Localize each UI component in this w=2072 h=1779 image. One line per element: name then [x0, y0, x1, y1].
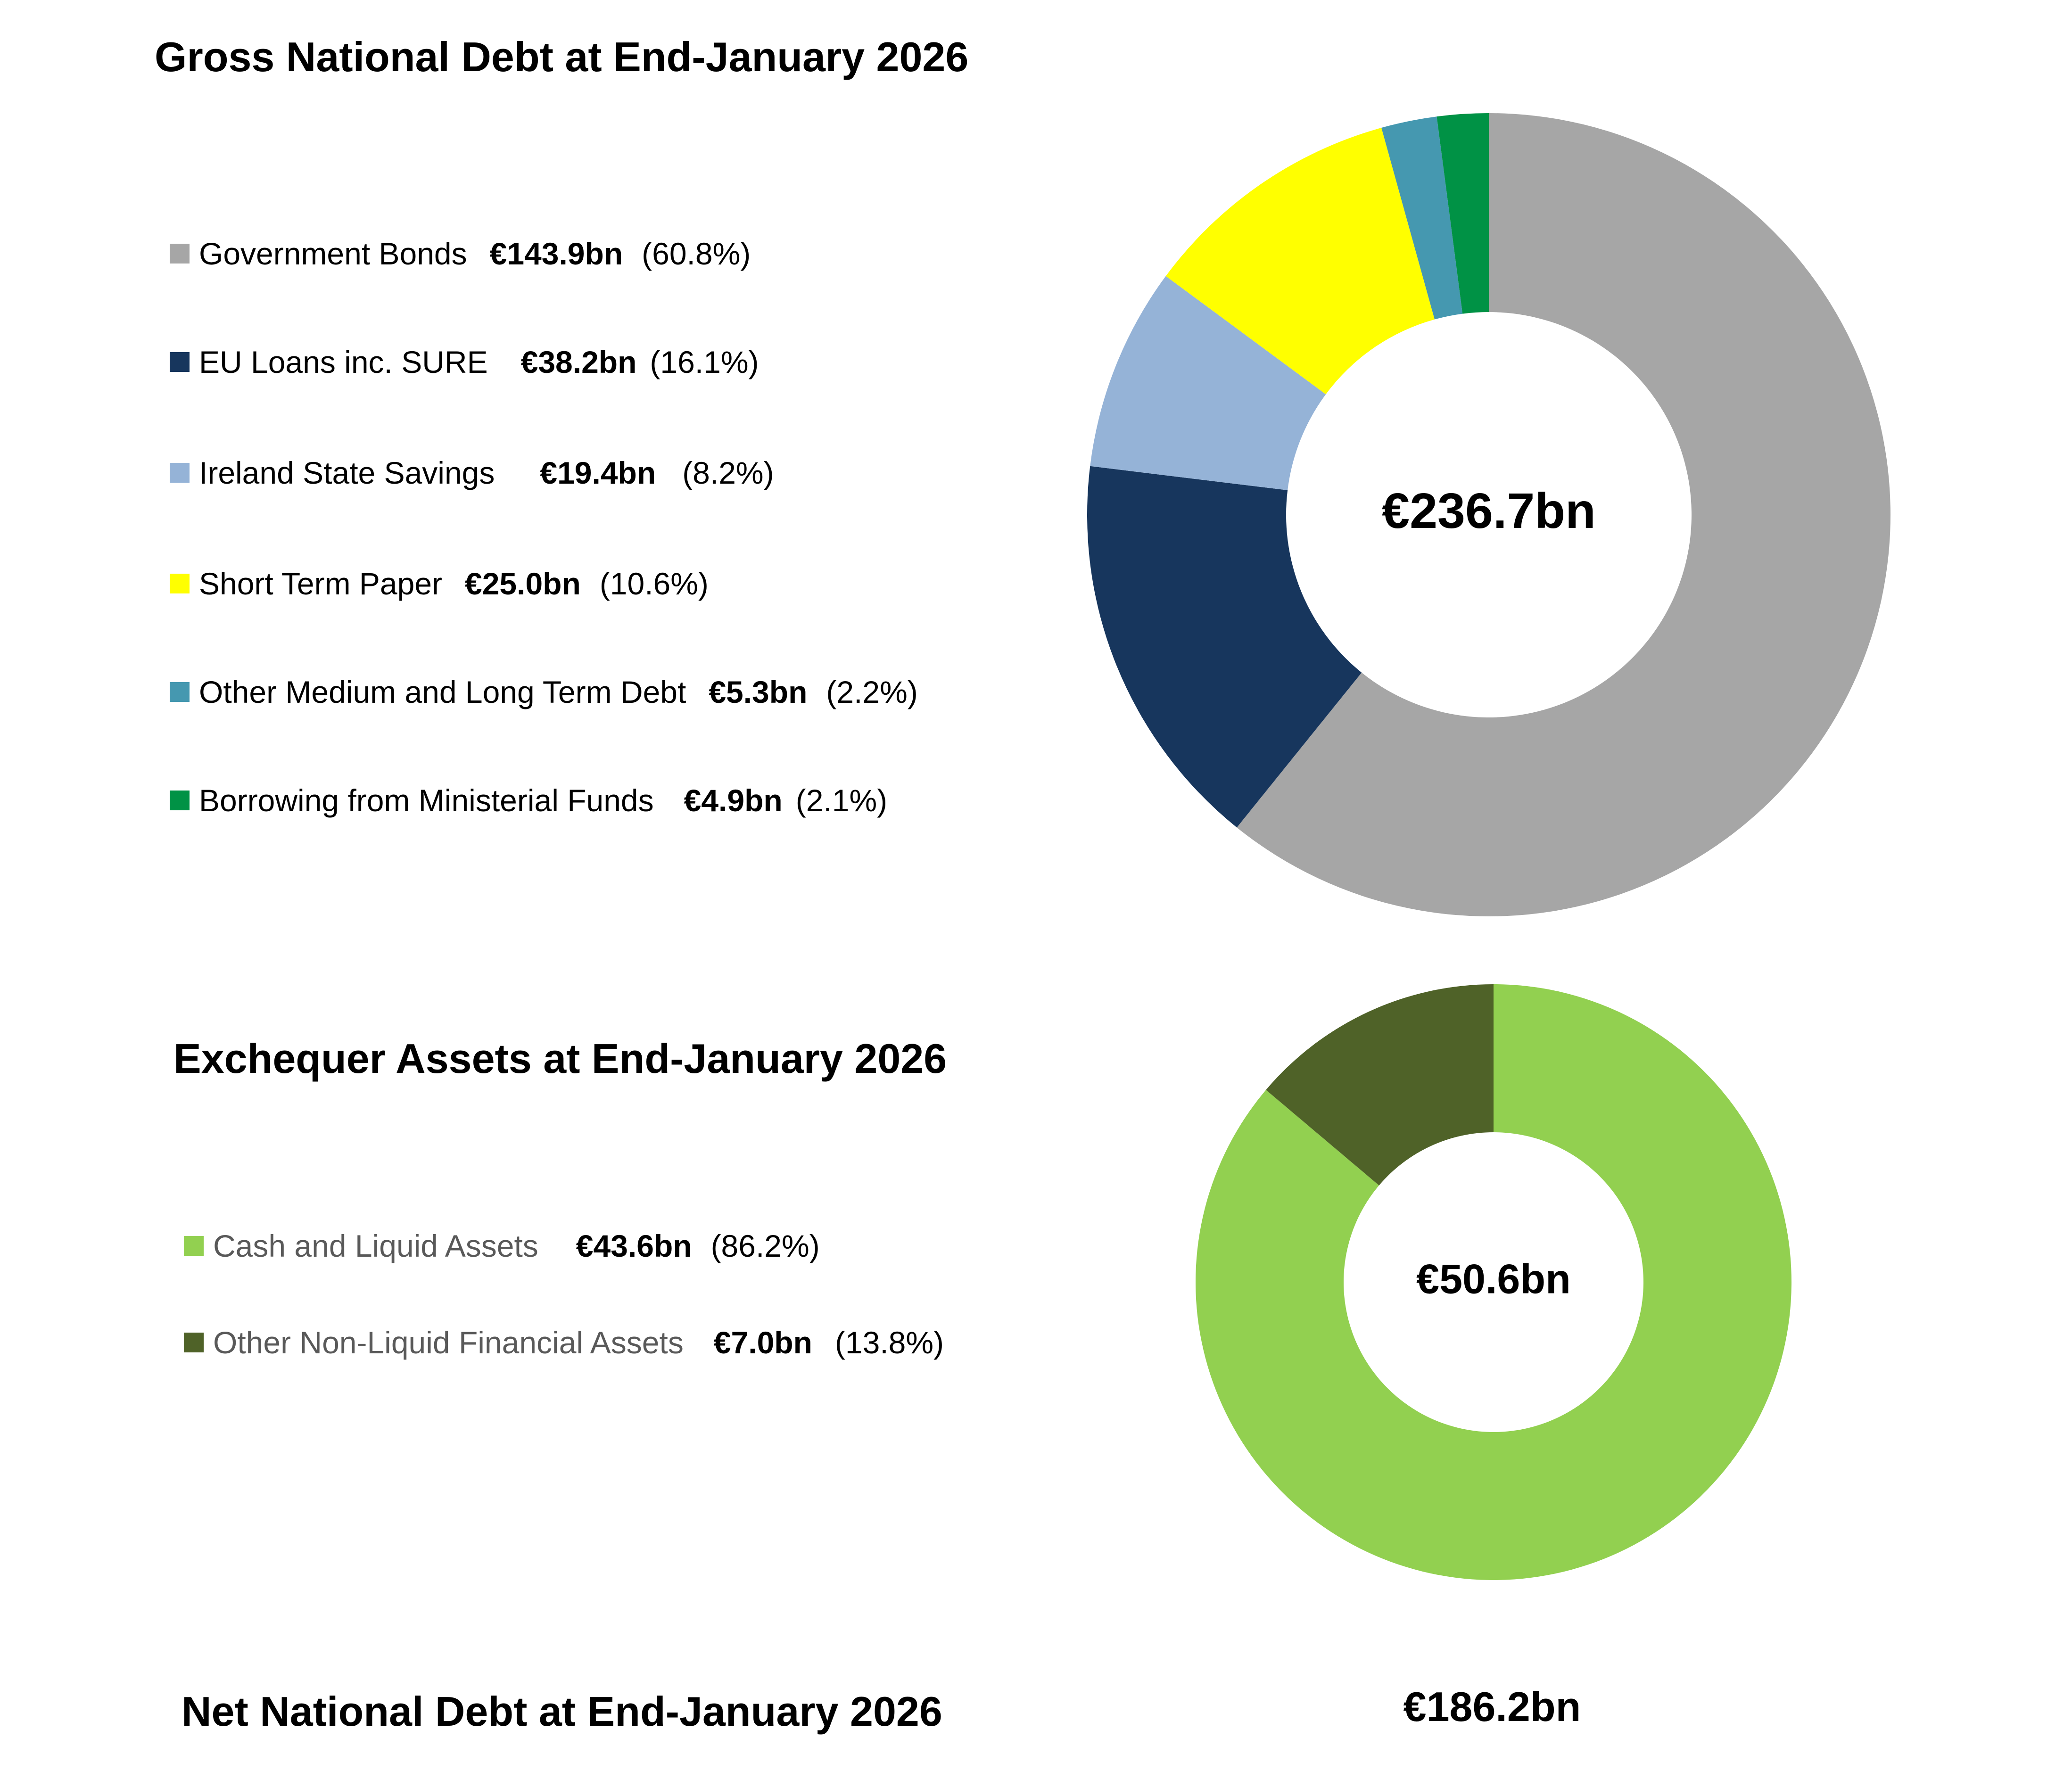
pie-slice	[1196, 984, 1792, 1580]
pie-slice	[1237, 113, 1890, 916]
legend-label: Other Medium and Long Term Debt	[199, 675, 686, 709]
pie-slice	[1436, 113, 1489, 314]
legend-item: Other Non-Liquid Financial Assets €7.0bn…	[184, 1325, 944, 1360]
legend-item: Short Term Paper €25.0bn (10.6%)	[170, 566, 709, 601]
legend-value: €4.9bn	[684, 783, 783, 818]
legend-pct: (60.8%)	[642, 236, 751, 271]
pie-slice	[1090, 276, 1326, 490]
legend-item: Ireland State Savings €19.4bn (8.2%)	[170, 455, 774, 491]
net-debt-title: Net National Debt at End-January 2026	[182, 1688, 942, 1735]
legend-pct: (86.2%)	[710, 1228, 820, 1263]
legend-swatch	[170, 791, 190, 810]
pie-slice	[1381, 116, 1463, 320]
pie-slice	[1165, 128, 1435, 395]
legend-value: €5.3bn	[709, 675, 808, 709]
pie-slice	[1266, 984, 1494, 1186]
legend-label: Ireland State Savings	[199, 455, 495, 490]
legend-swatch	[170, 244, 190, 264]
legend-pct: (10.6%)	[599, 566, 709, 601]
legend-label: Government Bonds	[199, 236, 467, 271]
pie-slice	[1087, 466, 1362, 828]
legend-swatch	[170, 352, 190, 372]
legend-pct: (8.2%)	[682, 455, 774, 490]
legend-swatch	[170, 682, 190, 702]
legend-label: Other Non-Liquid Financial Assets	[213, 1325, 684, 1360]
exchequer-assets-title: Exchequer Assets at End-January 2026	[173, 1035, 947, 1082]
legend-label: Borrowing from Ministerial Funds	[199, 783, 654, 818]
net-debt-value: €186.2bn	[1403, 1683, 1581, 1730]
legend-value: €25.0bn	[465, 566, 581, 601]
legend-item: Other Medium and Long Term Debt €5.3bn (…	[170, 674, 918, 710]
legend-label: Cash and Liquid Assets	[213, 1228, 538, 1263]
legend-item: Cash and Liquid Assets €43.6bn (86.2%)	[184, 1228, 820, 1264]
legend-swatch	[184, 1236, 204, 1256]
legend-pct: (2.2%)	[826, 675, 918, 709]
legend-item: Government Bonds €143.9bn (60.8%)	[170, 236, 751, 272]
legend-value: €143.9bn	[489, 236, 623, 271]
legend-value: €38.2bn	[520, 345, 637, 379]
gross-debt-title: Gross National Debt at End-January 2026	[155, 33, 969, 80]
legend-pct: (16.1%)	[650, 345, 759, 379]
legend-value: €43.6bn	[576, 1228, 692, 1263]
legend-value: €19.4bn	[540, 455, 656, 490]
donut-center-total: €236.7bn	[1382, 483, 1596, 539]
legend-swatch	[170, 463, 190, 483]
legend-pct: (2.1%)	[795, 783, 888, 818]
legend-value: €7.0bn	[713, 1325, 812, 1360]
legend-label: Short Term Paper	[199, 566, 443, 601]
legend-swatch	[170, 574, 190, 593]
legend-swatch	[184, 1333, 204, 1352]
legend-item: EU Loans inc. SURE €38.2bn (16.1%)	[170, 344, 759, 380]
legend-pct: (13.8%)	[834, 1325, 944, 1360]
donut-center-total: €50.6bn	[1416, 1255, 1571, 1302]
legend-label: EU Loans inc. SURE	[199, 345, 488, 379]
legend-item: Borrowing from Ministerial Funds €4.9bn …	[170, 782, 887, 818]
